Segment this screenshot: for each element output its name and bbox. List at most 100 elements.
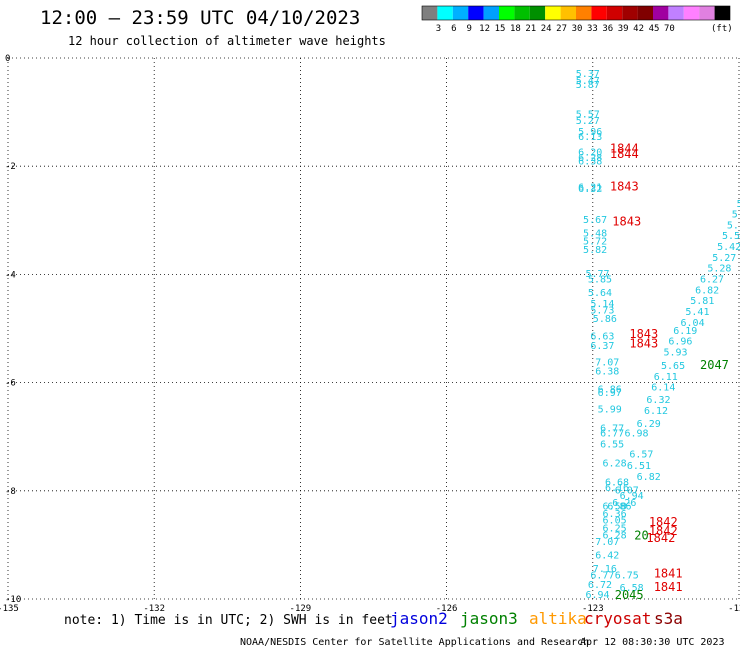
data-point-label: 1843 — [610, 180, 639, 194]
data-point-label: 5.86 — [593, 314, 617, 325]
data-point-label: 6.16 — [605, 483, 629, 494]
data-point-label: 6.77 — [600, 423, 624, 434]
data-point-label: 7.07 — [595, 537, 619, 548]
data-point-label: 1843 — [612, 215, 641, 229]
x-tick-label: -132 — [143, 604, 165, 614]
data-point-label: 6.38 — [595, 366, 619, 377]
y-tick-label: -10 — [5, 595, 21, 605]
x-tick-label: -129 — [290, 604, 312, 614]
data-point-label: 5.93 — [663, 348, 687, 359]
data-point-label: 6.13 — [578, 132, 602, 143]
data-point-label: 6.21 — [578, 183, 602, 194]
colorbar: 3 6 9 12 15 18 21 24 27 30 33 36 39 42 45 70 — [421, 5, 731, 34]
data-point-label: 6.57 — [629, 449, 653, 460]
data-point-label: 1841 — [654, 566, 683, 580]
x-tick-label: -135 — [0, 604, 19, 614]
axis-ticks: -135 -132 -129 -126 -123 -120 0 -2 -4 -6 -8 -10 — [0, 54, 740, 614]
data-point-label: 6.97 — [598, 388, 622, 399]
mission-label: cryosat — [584, 609, 651, 628]
data-point-label: 5.47 — [576, 76, 600, 87]
data-point-label: 5.15 — [727, 220, 740, 231]
data-point-label: 6.82 — [695, 285, 719, 296]
data-point-label: 6.14 — [651, 383, 675, 394]
data-point-label: 6.75 — [615, 570, 639, 581]
data-point-label: 1844 — [610, 147, 639, 161]
data-point-label: 5.34 — [737, 199, 740, 210]
colorbar-label: 33 — [587, 24, 598, 34]
mission-label: jason3 — [460, 609, 518, 628]
footer-note: note: 1) Time is in UTC; 2) SWH is in fe… — [64, 613, 393, 628]
data-point-label: 6.29 — [637, 419, 661, 430]
colorbar-label: 12 — [479, 24, 490, 34]
data-point-label: 5.65 — [661, 361, 685, 372]
data-point-label: 6.94 — [620, 491, 644, 502]
colorbar-label: 42 — [633, 24, 644, 34]
colorbar-label: 36 — [602, 24, 613, 34]
data-point-label: 5.72 — [583, 237, 607, 248]
data-point-label: 5.73 — [590, 305, 614, 316]
data-point-label: 5.87 — [576, 80, 600, 91]
data-point-label: 6.28 — [603, 458, 627, 469]
colorbar-swatch — [714, 6, 730, 20]
data-marks: 5.375.475.875.575.275.966.136.206.286.38… — [576, 69, 740, 602]
data-point-label: 6.68 — [605, 477, 629, 488]
colorbar-label: 18 — [510, 24, 521, 34]
data-point-label: 6.86 — [607, 502, 631, 513]
data-point-label: 6.51 — [627, 461, 651, 472]
colorbar-swatch — [668, 6, 684, 20]
colorbar-label: 30 — [572, 24, 583, 34]
colorbar-label: 21 — [525, 24, 536, 34]
colorbar-swatch — [622, 6, 638, 20]
data-point-label: 7.07 — [595, 357, 619, 368]
colorbar-unit: (ft) — [711, 24, 733, 34]
data-point-label: 5.57 — [576, 110, 600, 121]
data-point-label: 6.37 — [590, 341, 614, 352]
colorbar-swatch — [499, 6, 515, 20]
data-point-label: 7.16 — [593, 564, 617, 575]
data-point-label: 5.42 — [717, 242, 740, 253]
chart-subtitle: 12 hour collection of altimeter wave hei… — [68, 34, 386, 48]
data-point-label: 6.77 — [600, 429, 624, 440]
data-point-label: 6.98 — [624, 429, 648, 440]
data-point-label: 5.14 — [590, 299, 614, 310]
y-tick-label: -4 — [5, 270, 16, 280]
colorbar-label: 27 — [556, 24, 567, 34]
data-point-label: 5.55 — [722, 231, 740, 242]
colorbar-swatch — [637, 6, 653, 20]
data-point-label: 2045 — [615, 588, 644, 602]
colorbar-swatch — [653, 6, 669, 20]
y-tick-label: -6 — [5, 379, 16, 389]
colorbar-label: 3 — [436, 24, 441, 34]
colorbar-swatch — [529, 6, 546, 20]
data-point-label: 6.42 — [595, 550, 619, 561]
colorbar-label: 70 — [664, 24, 675, 34]
data-point-label: 6.94 — [585, 590, 609, 601]
colorbar-swatch — [560, 6, 576, 20]
data-point-label: 1842 — [649, 515, 678, 529]
y-tick-label: -8 — [5, 487, 16, 497]
data-point-label: 6.96 — [668, 337, 692, 348]
colorbar-swatch — [683, 6, 700, 20]
footer-timestamp: Apr 12 08:30:30 UTC 2023 — [580, 637, 725, 648]
data-point-label: 6.28 — [603, 530, 627, 541]
y-tick-label: 0 — [5, 54, 10, 64]
colorbar-label: 39 — [618, 24, 629, 34]
colorbar-swatch — [591, 6, 607, 20]
colorbar-swatch — [437, 6, 453, 20]
data-point-label: 5.64 — [588, 288, 612, 299]
data-point-label: 1842 — [649, 524, 678, 538]
data-point-label: 5.82 — [583, 245, 607, 256]
data-point-label: 5.85 — [588, 275, 612, 286]
colorbar-label: 45 — [649, 24, 660, 34]
x-tick-label: -126 — [436, 604, 458, 614]
colorbar-swatch — [699, 6, 715, 20]
data-point-label: 6.26 — [612, 498, 636, 509]
data-point-label: 6.05 — [603, 515, 627, 526]
footer-credit: NOAA/NESDIS Center for Satellite Applica… — [240, 637, 589, 648]
data-point-label: 1843 — [629, 336, 658, 350]
data-point-label: 5.27 — [712, 253, 736, 264]
data-point-label: 6.86 — [598, 384, 622, 395]
chart-title: 12:00 – 23:59 UTC 04/10/2023 — [40, 7, 360, 29]
data-point-label: 6.38 — [578, 157, 602, 168]
